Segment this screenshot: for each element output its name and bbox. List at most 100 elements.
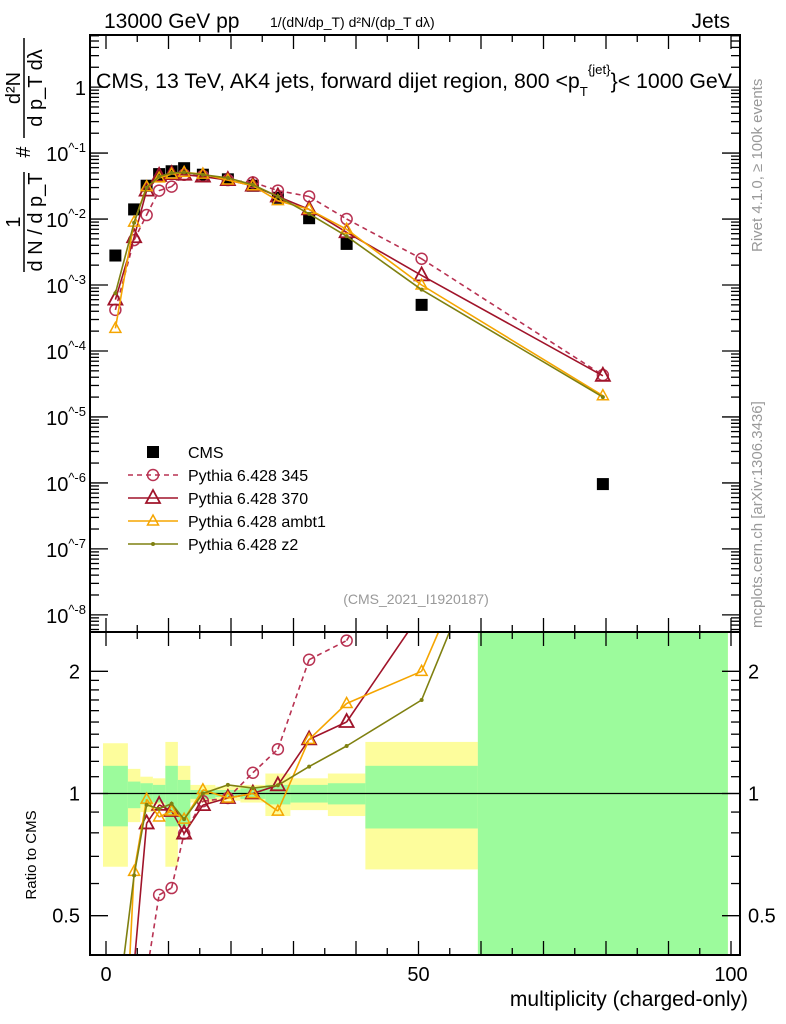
data-point-pythia-6-428-ambt1 xyxy=(127,214,141,227)
legend-marker-pythia-6-428-ambt1 xyxy=(146,513,160,526)
ratio-y-tick-label: 1 xyxy=(748,784,759,806)
ratio-point-pythia-6-428-ambt1 xyxy=(177,811,191,824)
ratio-y-tick-label: 2 xyxy=(69,661,80,683)
legend-label-pythia-6-428-370: Pythia 6.428 370 xyxy=(188,491,308,508)
data-point-pythia-6-428-z2 xyxy=(200,172,205,177)
y-tick-label: 10^-3 xyxy=(46,272,86,298)
data-point-pythia-6-428-z2 xyxy=(113,291,118,296)
data-point-cms xyxy=(596,478,609,491)
data-point-pythia-6-428-345 xyxy=(152,184,166,197)
y-tick-label: 10^-5 xyxy=(46,404,86,430)
y-tick-exp: ^-6 xyxy=(68,470,86,485)
y-label-one: 1 xyxy=(3,216,25,227)
x-tick-label: 100 xyxy=(714,964,747,986)
y-tick-label: 10^-7 xyxy=(46,536,86,562)
title-sup: {jet} xyxy=(588,62,611,77)
y-tick-label: 10^-8 xyxy=(46,602,86,628)
data-point-pythia-6-428-z2 xyxy=(169,170,174,175)
ratio-point-pythia-6-428-ambt1 xyxy=(221,790,235,803)
ratio-point-pythia-6-428-z2 xyxy=(169,801,174,806)
ratio-point-pythia-6-428-345 xyxy=(152,888,166,902)
data-point-pythia-6-428-z2 xyxy=(225,175,230,180)
plot-title: CMS, 13 TeV, AK4 jets, forward dijet reg… xyxy=(96,62,732,99)
ratio-point-pythia-6-428-z2 xyxy=(419,697,424,702)
ratio-point-pythia-6-428-370 xyxy=(194,795,212,812)
data-point-pythia-6-428-ambt1 xyxy=(271,193,285,206)
ratio-y-tick-label: 0.5 xyxy=(748,906,776,928)
series-line-pythia-6-428-345 xyxy=(114,173,604,376)
ratio-point-pythia-6-428-ambt1 xyxy=(302,731,316,745)
ratio-point-pythia-6-428-ambt1 xyxy=(164,803,179,816)
header-right: Jets xyxy=(691,10,730,33)
main-panel-marks xyxy=(106,162,612,491)
ratio-point-pythia-6-428-z2 xyxy=(144,802,149,807)
data-point-pythia-6-428-z2 xyxy=(344,234,349,239)
x-tick-label: 0 xyxy=(100,964,111,986)
title-end: }< 1000 GeV xyxy=(611,70,732,93)
ratio-point-pythia-6-428-370 xyxy=(163,801,181,817)
data-point-pythia-6-428-345 xyxy=(140,208,153,222)
ratio-band-stat xyxy=(127,781,141,809)
ratio-band-stat xyxy=(365,765,478,829)
data-point-pythia-6-428-370 xyxy=(594,365,612,382)
data-point-cms xyxy=(109,249,122,262)
rivet-label: Rivet 4.1.0, ≥ 100k events xyxy=(749,79,766,252)
legend-marker-pythia-6-428-z2 xyxy=(151,542,155,546)
ratio-point-pythia-6-428-z2 xyxy=(132,873,137,878)
y-label-num: d²N xyxy=(3,72,25,104)
y-tick-exp: ^-8 xyxy=(68,602,86,617)
ratio-bands xyxy=(90,632,740,955)
ratio-point-pythia-6-428-345 xyxy=(302,653,316,666)
y-tick-base: 10 xyxy=(46,540,68,562)
y-tick-base: 10 xyxy=(46,276,68,298)
title-sub: T xyxy=(580,84,588,99)
ratio-y-tick-label: 1 xyxy=(69,784,80,806)
y-label-den: d N / d p_T xyxy=(25,173,47,272)
data-point-pythia-6-428-z2 xyxy=(600,395,605,400)
y-tick-exp: ^-5 xyxy=(68,404,86,419)
data-point-pythia-6-428-z2 xyxy=(419,287,424,292)
ratio-point-pythia-6-428-345 xyxy=(271,742,285,756)
series-line-pythia-6-428-370 xyxy=(114,173,604,377)
ratio-point-pythia-6-428-ambt1 xyxy=(152,809,166,822)
ratio-point-pythia-6-428-370 xyxy=(338,712,356,728)
y-tick-base: 10 xyxy=(46,210,68,232)
data-point-pythia-6-428-ambt1 xyxy=(152,170,166,183)
ratio-y-axis-label: Ratio to CMS xyxy=(23,810,40,899)
legend-marker-cms xyxy=(147,446,159,458)
y-tick-exp: ^-4 xyxy=(68,338,86,353)
x-axis-label: multiplicity (charged-only) xyxy=(510,988,748,1011)
ratio-point-pythia-6-428-z2 xyxy=(307,764,312,769)
data-point-pythia-6-428-z2 xyxy=(157,174,162,179)
title-main: CMS, 13 TeV, AK4 jets, forward dijet reg… xyxy=(96,70,568,93)
series-line-pythia-6-428-ambt1 xyxy=(114,171,604,397)
y-axis-label: 1 d N / d p_T # d²N d p_T dλ xyxy=(3,38,47,272)
ratio-band-stat xyxy=(103,765,128,827)
header-left: 13000 GeV pp xyxy=(104,10,239,33)
mcplots-label: mcplots.cern.ch [arXiv:1306.3436] xyxy=(749,401,766,628)
y-tick-exp: ^-7 xyxy=(68,536,86,551)
y-tick-label: 1 xyxy=(75,78,86,100)
series-line-pythia-6-428-z2 xyxy=(114,171,604,398)
ratio-point-pythia-6-428-z2 xyxy=(182,817,187,822)
y-tick-exp: ^-2 xyxy=(68,206,86,221)
ratio-point-pythia-6-428-ambt1 xyxy=(271,803,285,816)
legend-label-pythia-6-428-ambt1: Pythia 6.428 ambt1 xyxy=(188,514,326,531)
y-tick-exp: ^-1 xyxy=(68,140,86,155)
y-tick-base: 10 xyxy=(46,342,68,364)
data-point-pythia-6-428-370 xyxy=(150,166,168,182)
y-tick-label: 10^-4 xyxy=(46,338,86,364)
y-tick-label: 10^-6 xyxy=(46,470,86,496)
ratio-panel-marks xyxy=(123,631,451,956)
title-p: p xyxy=(568,70,580,93)
data-point-pythia-6-428-ambt1 xyxy=(196,166,210,179)
ratio-point-pythia-6-428-370 xyxy=(244,783,262,800)
axes: 0 50 100110^-110^-210^-310^-410^-510^-610^… xyxy=(46,34,776,986)
ratio-y-tick-label: 0.5 xyxy=(52,906,80,928)
legend-marker-pythia-6-428-370 xyxy=(144,488,162,504)
ratio-point-pythia-6-428-ambt1 xyxy=(414,663,429,677)
data-point-pythia-6-428-370 xyxy=(106,289,124,306)
ratio-line-pythia-6-428-345 xyxy=(148,631,353,956)
data-point-pythia-6-428-345 xyxy=(165,180,178,193)
